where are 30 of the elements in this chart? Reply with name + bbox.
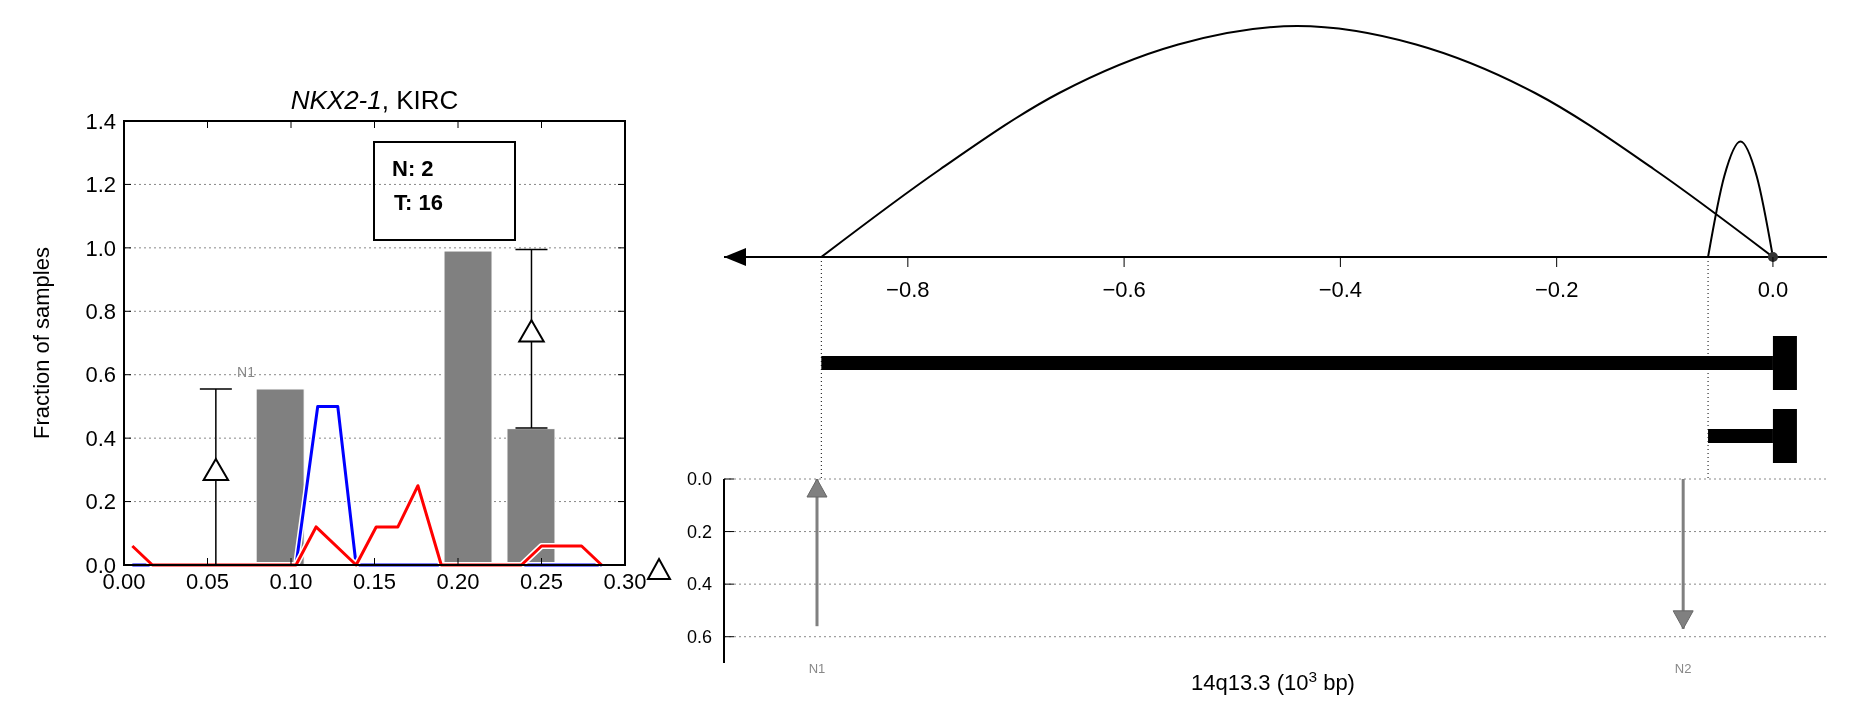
x-tick-label: 0.15 (353, 569, 396, 594)
y-tick-label: 0.4 (85, 425, 116, 451)
y-tick-label: 0.2 (85, 489, 116, 515)
x-tick-label: −0.6 (1102, 277, 1146, 302)
y-tick-label: 0.6 (85, 362, 116, 388)
x-tick-label: 0.0 (1757, 277, 1789, 302)
x-tick-label: −0.2 (1534, 277, 1579, 302)
x-tick-label: 0.05 (186, 569, 229, 594)
annotation: N: 2 (392, 156, 434, 181)
chart-title: NKX2-1, KIRC (290, 85, 459, 115)
y-tick-label: 1.2 (85, 172, 116, 198)
y-tick-label: 0.4 (686, 574, 712, 595)
x-tick-label: 0.25 (520, 569, 563, 594)
x-tick-label: −0.4 (1318, 277, 1363, 302)
x-tick-label: 0.10 (269, 569, 313, 594)
y-tick-label: 0.2 (686, 521, 712, 542)
x-tick-label: −0.8 (886, 277, 930, 302)
y-tick-label: 0.6 (686, 627, 712, 648)
y-tick-label: 0.8 (85, 298, 116, 324)
annotation: N1 (237, 364, 256, 380)
x-tick-label: 0.20 (436, 569, 480, 594)
y-tick-label: 1.4 (85, 108, 116, 134)
annotation: T: 16 (394, 190, 443, 215)
x-axis-title: 14q13.3 (10$^{3}$ bp) (1191, 667, 1355, 695)
y-tick-label: 0.0 (686, 469, 712, 490)
annotation: N1 (808, 661, 826, 676)
y-axis-title: Fraction of samples (29, 247, 54, 439)
x-tick-label: 0.30 (603, 569, 647, 594)
y-tick-label: 1.0 (85, 235, 116, 261)
annotation: N2 (1674, 661, 1692, 676)
